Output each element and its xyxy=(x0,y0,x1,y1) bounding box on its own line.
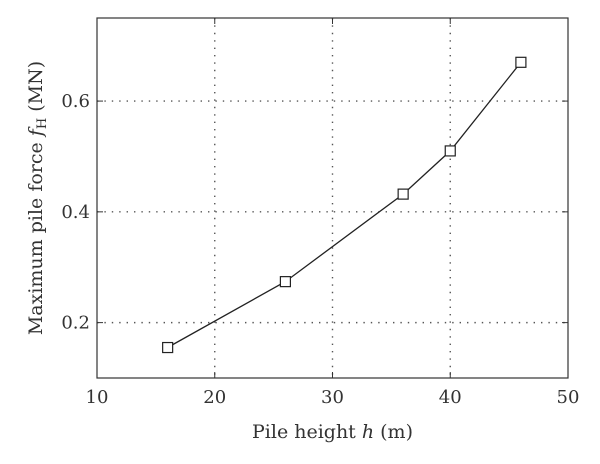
y-axis-label-subscript: H xyxy=(35,118,50,129)
x-axis-label: Pile height h (m) xyxy=(252,421,413,443)
data-series xyxy=(162,56,527,354)
y-tick-label: 0.4 xyxy=(61,202,90,223)
x-tick-label: 20 xyxy=(203,387,226,408)
plot-frame xyxy=(96,17,569,379)
x-axis-label-unit: (m) xyxy=(374,421,413,443)
data-point-marker xyxy=(397,188,409,200)
data-point-marker xyxy=(279,276,291,288)
y-axis-label-symbol: f xyxy=(25,126,47,138)
data-point-marker xyxy=(444,145,456,157)
grid-lines xyxy=(97,18,568,378)
x-axis-label-symbol: h xyxy=(362,421,374,443)
x-tick-labels: 10 20 30 40 50 xyxy=(86,387,580,408)
y-axis-label: Maximum pile force fH (MN) xyxy=(25,61,50,335)
y-tick-label: 0.6 xyxy=(61,91,90,112)
x-tick-label: 30 xyxy=(321,387,344,408)
y-tick-label: 0.2 xyxy=(61,313,90,334)
data-point-marker xyxy=(162,341,174,354)
y-axis-label-prefix: Maximum pile force xyxy=(25,136,47,335)
x-tick-label: 10 xyxy=(86,387,109,408)
x-tick-label: 50 xyxy=(557,387,580,408)
axis-ticks xyxy=(96,18,569,378)
y-tick-labels: 0.2 0.4 0.6 xyxy=(61,91,90,334)
series-line xyxy=(167,61,522,349)
data-point-marker xyxy=(515,56,527,68)
x-tick-label: 40 xyxy=(439,387,462,408)
x-axis-label-prefix: Pile height xyxy=(252,421,362,443)
y-axis-label-unit: (MN) xyxy=(25,61,47,118)
